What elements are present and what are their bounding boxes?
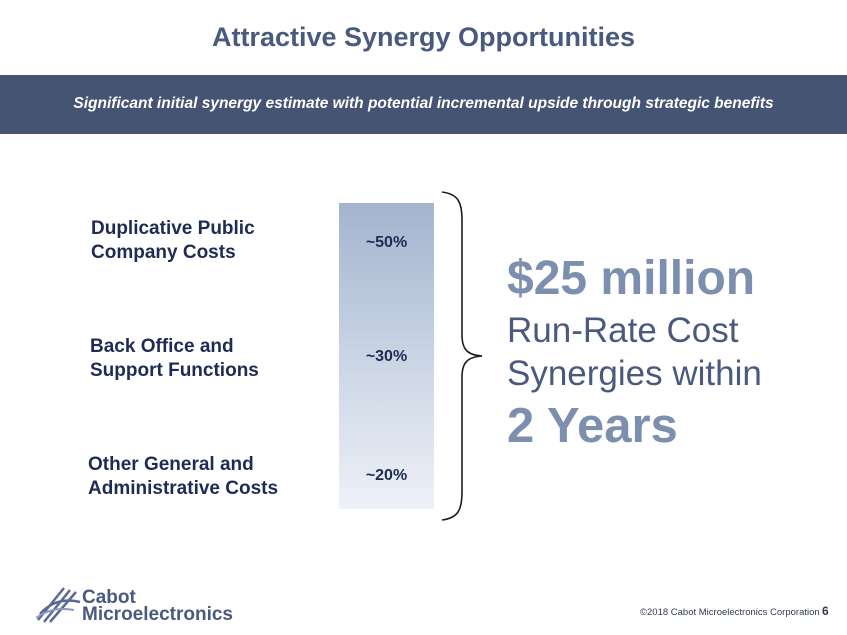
synergy-duration: 2 Years — [507, 399, 678, 453]
category-label-line: Duplicative Public — [91, 218, 255, 239]
copyright-footer: ©2018 Cabot Microelectronics Corporation — [640, 607, 820, 618]
subtitle-banner — [0, 75, 847, 134]
percent-public-company: ~50% — [365, 234, 408, 251]
cabot-logo-icon — [36, 587, 81, 623]
summary-line-2: Synergies within — [507, 354, 762, 393]
category-label-back-office: Back Office and Support Functions — [90, 335, 259, 383]
category-label-line: Administrative Costs — [88, 478, 279, 499]
synergy-amount: $25 million — [507, 252, 756, 305]
page-number: 6 — [822, 604, 829, 618]
logo-text-line-2: Microelectronics — [82, 604, 233, 625]
category-label-line: Other General and — [88, 454, 254, 475]
category-label-admin: Other General and Administrative Costs — [88, 453, 278, 501]
category-label-line: Support Functions — [90, 360, 259, 381]
slide-title: Attractive Synergy Opportunities — [211, 22, 636, 52]
summary-line-1: Run-Rate Cost — [507, 311, 739, 350]
percent-back-office: ~30% — [365, 348, 408, 365]
curly-brace-icon — [441, 191, 483, 521]
logo-text-line-1: Cabot — [82, 587, 136, 608]
category-label-public-company: Duplicative Public Company Costs — [91, 217, 255, 265]
category-label-line: Back Office and — [90, 336, 234, 357]
synergy-bar — [339, 203, 434, 509]
percent-admin: ~20% — [365, 467, 408, 484]
banner-text: Significant initial synergy estimate wit… — [73, 95, 774, 112]
category-label-line: Company Costs — [91, 242, 236, 263]
